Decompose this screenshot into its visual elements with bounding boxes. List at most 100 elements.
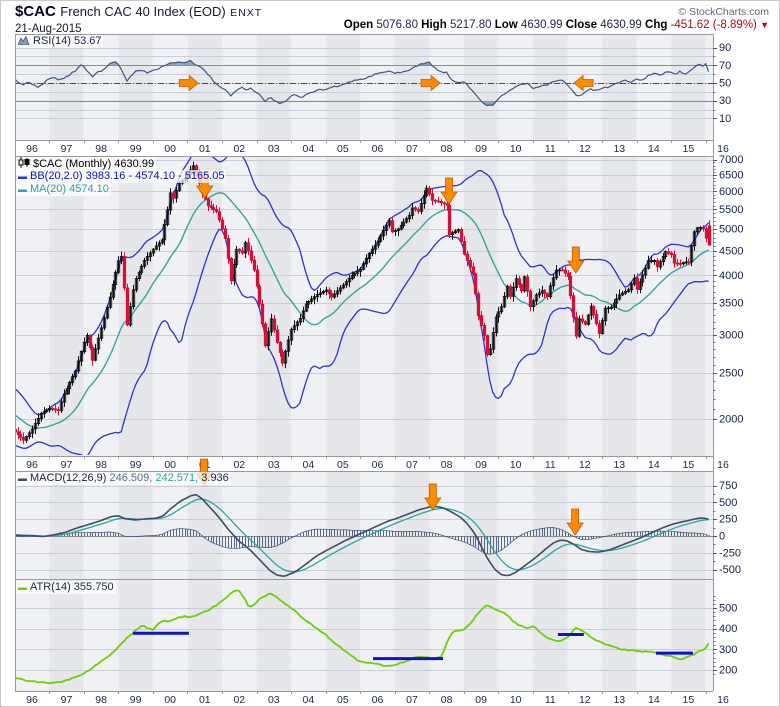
price-legend-symbol: $CAC (Monthly) 4630.99	[16, 157, 157, 171]
chart-header: $CAC French CAC 40 Index (EOD) ENXT © St…	[15, 3, 769, 20]
x-axis-year-label: 13	[613, 459, 625, 471]
y-axis-label: 3000	[719, 330, 743, 342]
y-axis-label: 300	[719, 644, 737, 656]
sell-signal-arrow-down-icon	[424, 483, 442, 511]
x-axis-year-label: 01	[199, 143, 211, 155]
x-axis-year-label: 02	[233, 459, 245, 471]
y-axis-label: 6000	[719, 186, 743, 198]
y-axis-label: 500	[719, 497, 737, 509]
y-axis-label: -250	[719, 547, 741, 559]
atr-legend-text: ATR(14) 355.750	[30, 581, 114, 593]
low-label: Low	[494, 19, 518, 31]
sell-signal-arrow-down-icon	[566, 508, 584, 536]
x-axis-year-label: 06	[372, 694, 384, 706]
x-axis-year-label: 12	[579, 459, 591, 471]
x-axis-year-label: 04	[303, 143, 315, 155]
y-axis-label: 4500	[719, 246, 743, 258]
y-axis-label: 5500	[719, 204, 743, 216]
y-axis-label: 50	[719, 78, 731, 90]
chart-title: French CAC 40 Index (EOD)	[60, 4, 226, 19]
x-axis-year-label: 10	[510, 694, 522, 706]
x-axis-year-label: 02	[233, 143, 245, 155]
y-axis-label: -500	[719, 564, 741, 576]
rsi-line	[16, 59, 710, 107]
macd-hist-value: 3.936	[201, 472, 229, 484]
x-axis-year-label: 98	[95, 694, 107, 706]
bb-legend-text: BB(20,2.0) 3983.16 - 4574.10 - 5165.05	[30, 170, 225, 182]
change-down-triangle-icon: ▼	[760, 20, 769, 30]
y-axis-label: 90	[719, 42, 731, 54]
ma-legend-text: MA(20) 4574.10	[30, 183, 109, 195]
x-axis-year-label: 00	[164, 459, 176, 471]
y-axis-label: 3500	[719, 298, 743, 310]
x-axis-year-label: 11	[545, 459, 556, 471]
bb-legend: BB(20,2.0) 3983.16 - 4574.10 - 5165.05	[16, 170, 227, 183]
rsi-legend-text: RSI(14) 53.67	[33, 35, 102, 47]
x-axis-year-label: 02	[233, 694, 245, 706]
y-axis-label: 10	[719, 113, 731, 125]
exchange: ENXT	[230, 7, 263, 19]
x-axis-year-label: 07	[406, 459, 418, 471]
x-axis-year-label: 98	[95, 143, 107, 155]
sell-signal-arrow-down-icon	[440, 177, 458, 205]
quote-row: 21-Aug-2015 Open 5076.80 High 5217.80 Lo…	[15, 19, 769, 35]
x-axis-year-label: 97	[61, 459, 73, 471]
x-axis-year-label: 11	[545, 143, 556, 155]
macd-signal-value: 242.571,	[155, 472, 199, 484]
x-axis-year-label: 07	[406, 694, 418, 706]
y-axis-label: 250	[719, 514, 737, 526]
x-axis-year-label: 06	[372, 143, 384, 155]
ma-line-icon	[18, 184, 27, 196]
x-axis-year-label: 15	[683, 694, 695, 706]
x-axis-year-label: 99	[130, 143, 142, 155]
y-axis-label: 2500	[719, 367, 743, 379]
high-value: 5217.80	[449, 19, 492, 31]
candles	[16, 161, 712, 445]
x-axis-year-label: 04	[303, 694, 315, 706]
x-axis-year-label: 15	[683, 143, 695, 155]
x-axis-year-label: 12	[579, 143, 591, 155]
macd-histogram	[16, 527, 710, 555]
x-axis-year-label: 96	[26, 459, 38, 471]
x-axis-year-label: 09	[475, 694, 487, 706]
x-axis-year-label: 15	[683, 459, 695, 471]
rsi-signal-arrow-left-icon	[573, 74, 594, 92]
x-axis-year-label: 14	[648, 143, 660, 155]
rsi-legend: RSI(14) 53.67	[16, 35, 104, 48]
rsi-area-icon	[17, 35, 30, 48]
sell-signal-arrow-down-icon	[567, 246, 585, 274]
y-axis-label: 70	[719, 60, 731, 72]
x-axis-year-label: 05	[337, 459, 349, 471]
open-value: 5076.80	[376, 19, 418, 31]
y-axis-label: 4000	[719, 270, 743, 282]
symbol: $CAC	[15, 3, 56, 20]
x-axis-year-label: 99	[130, 694, 142, 706]
x-axis-year-label: 10	[510, 459, 522, 471]
x-axis-year-label: 03	[268, 143, 280, 155]
x-axis-year-label: 14	[648, 459, 660, 471]
y-axis-label: 7000	[719, 154, 743, 166]
x-axis-year-label: 05	[337, 143, 349, 155]
x-axis-year-label: 08	[441, 459, 453, 471]
price-legend-text: $CAC (Monthly) 4630.99	[33, 158, 155, 170]
x-axis-year-label: 11	[545, 694, 556, 706]
close-value: 4630.99	[600, 19, 642, 31]
copyright: © StockCharts.com	[678, 6, 769, 18]
x-axis-year-label: 03	[268, 459, 280, 471]
x-axis-year-label: 09	[475, 143, 487, 155]
y-axis-label: 750	[719, 480, 737, 492]
atr-legend: ATR(14) 355.750	[16, 581, 116, 594]
x-axis-year-label: 04	[303, 459, 315, 471]
y-axis-label: 400	[719, 623, 737, 635]
ma-legend: MA(20) 4574.10	[16, 183, 111, 196]
chg-label: Chg	[645, 19, 668, 31]
y-axis-label: 2000	[719, 414, 743, 426]
x-axis-year-label: 13	[613, 694, 625, 706]
y-axis-label: 500	[719, 603, 737, 615]
ohlc-quote: Open 5076.80 High 5217.80 Low 4630.99 Cl…	[344, 19, 769, 31]
open-label: Open	[343, 19, 374, 31]
x-axis-year-label: 16	[717, 694, 729, 706]
y-axis-label: 30	[719, 95, 731, 107]
